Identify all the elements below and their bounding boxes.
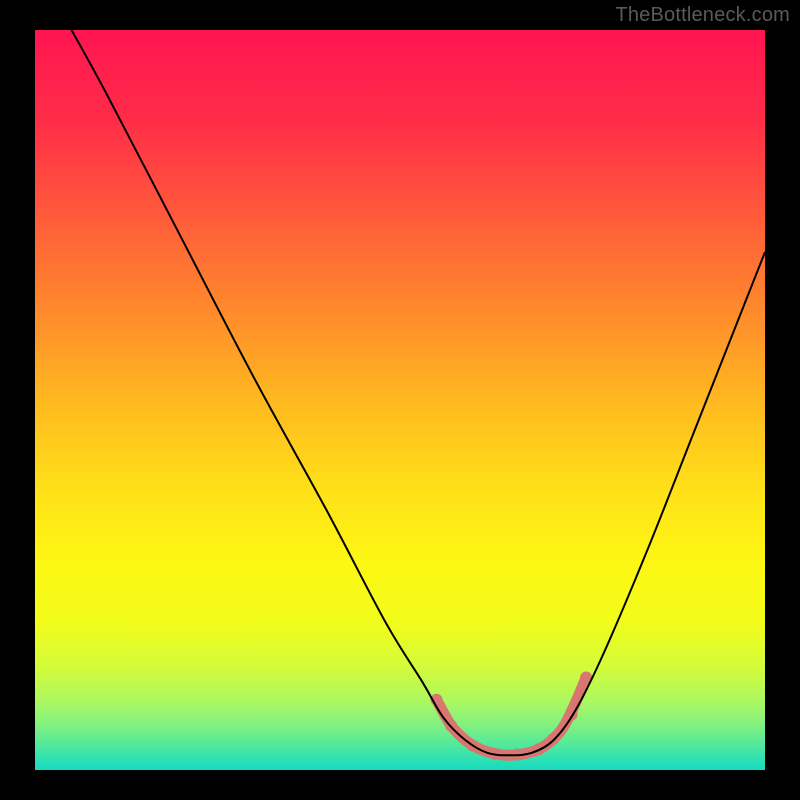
plot-background [35,30,765,770]
bottleneck-curve-chart [0,0,800,800]
watermark-text: TheBottleneck.com [615,4,790,27]
chart-frame: TheBottleneck.com [0,0,800,800]
